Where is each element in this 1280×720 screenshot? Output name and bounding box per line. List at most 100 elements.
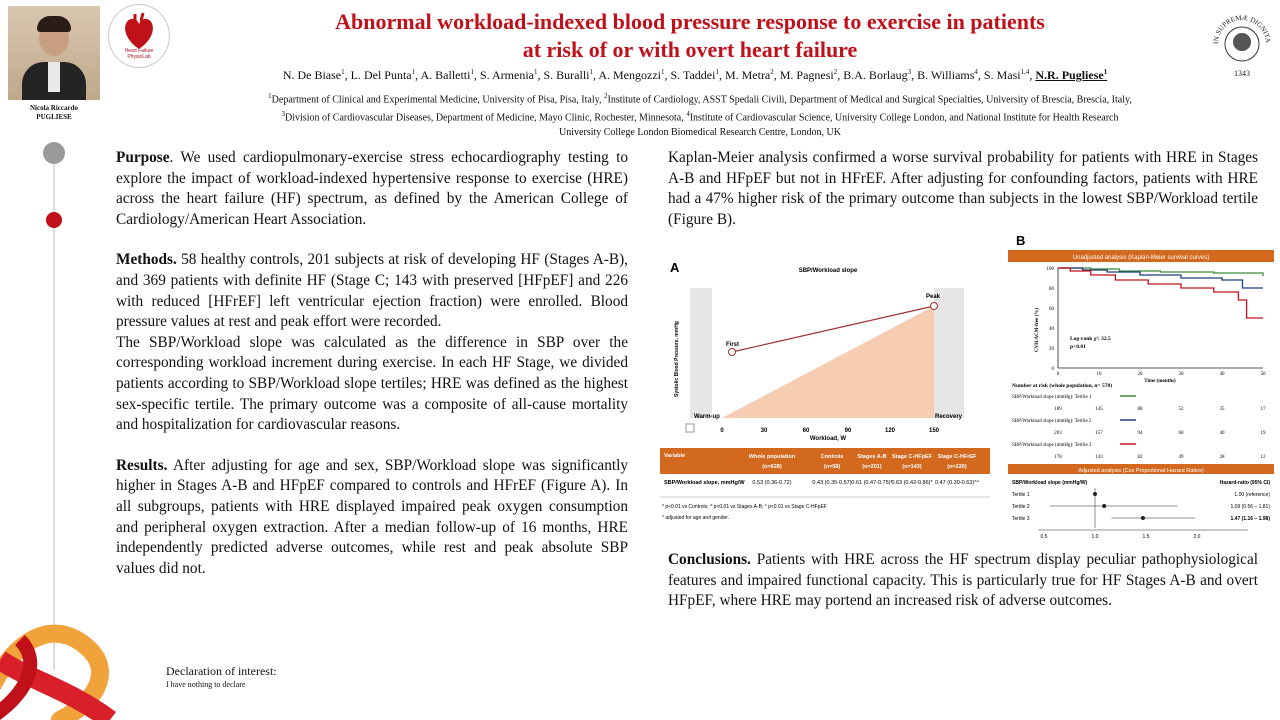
km-pvalue: p<0.01 [1070,344,1086,350]
table-note: * p<0.01 vs Controls; ^ p<0.01 vs Stages… [662,504,827,510]
xtick-label: 90 [845,428,852,434]
risk-value: 28 [1220,455,1226,460]
km-xtick: 50 [1261,372,1267,377]
table-cell: 0.61 (0.47-0.75)* [851,480,893,486]
figure-a-xticks: 0 30 60 90 120 150 [720,428,939,434]
km-ytick: 40 [1049,327,1055,332]
declaration-text: I have nothing to declare [166,680,246,689]
figure-b-label: B [1016,233,1025,248]
cox-title-bg [1008,464,1274,474]
figure-a-sbp-workload: A SBP/Workload slope First Peak Warm-up … [670,260,964,442]
xtick-label: 30 [761,428,768,434]
figure-a-table: Variable Whole population (n=628) Controls (… [660,448,990,521]
risk-value: 52 [1179,407,1185,412]
risk-value: 35 [1220,407,1226,412]
risk-value: 145 [1095,407,1103,412]
author-name-item: M. Metra2 [724,68,774,82]
figure-a-title: SBP/Workload slope [799,268,858,274]
km-xlabel: Time (months) [1144,379,1176,384]
table-header-cell: Variable [664,453,685,459]
table-header-bg [660,448,990,474]
km-title: Unadjusted analysis (Kaplan-Meier surviv… [1073,255,1209,261]
first-point [728,348,736,356]
conclusions-paragraph: Conclusions. Patients with HRE across th… [668,551,1258,610]
cox-point [1140,516,1145,520]
cox-row-hr: 1.00 (reference) [1234,492,1270,498]
risk-value: 203 [1054,431,1062,436]
timeline-dot-red [46,212,62,228]
results-paragraph: Results. After adjusting for age and sex… [116,456,628,577]
table-header-cell: Stage C-HFpEF [892,454,933,460]
table-header-n: (n=58) [824,464,841,470]
author-name-item: A. Balletti1 [420,68,474,82]
table-header-cell: Stage C-HFrEF [938,454,977,460]
declaration-title: Declaration of interest: [166,664,277,678]
affiliations: 1Department of Clinical and Experimental… [268,92,1132,138]
cox-col-header: Hazard-ratio (95% CI) [1220,480,1271,486]
risk-value: 12 [1261,455,1267,460]
risk-value: 88 [1138,407,1144,412]
peak-point [930,302,938,310]
author-name-item: N. De Biase1 [282,68,345,82]
km-curve-tertile-2 [1058,267,1263,289]
recovery-label: Recovery [935,414,963,420]
cox-row-hr: 1.47 (1.16 – 1.98) [1231,516,1271,522]
cox-tick: 1.5 [1143,534,1150,540]
methods-paragraph-2: The SBP/Workload slope was calculated as… [116,333,628,434]
risk-row-label: SBP/Workload slope (mmHg): Tertile 1 [1012,395,1092,400]
figure-a-ylabel: Systolic Blood Pressure, mmHg [674,321,680,397]
km-ylabel: CVH/ACM-free (%) [1035,308,1040,352]
xtick-label: 120 [885,428,896,434]
table-cell: SBP/Workload slope, mmHg/W [664,480,745,486]
risk-value: 189 [1054,407,1062,412]
km-curve-tertile-3 [1058,267,1263,319]
cox-col-header: SBP/Workload slope (mmHg/W) [1012,480,1088,486]
author-name-item: B.A. Borlaug3 [843,68,912,82]
table-cell: 0.47 (0.30-0.63)^° [935,480,979,486]
km-xtick: 40 [1220,372,1226,377]
results-continued: Kaplan-Meier analysis confirmed a worse … [668,149,1258,228]
workload-area [722,306,934,418]
xtick-label: 0 [720,428,724,434]
small-square [685,423,695,433]
author-name-item: N.R. Pugliese1 [1035,68,1108,82]
cox-point [1093,492,1097,496]
timeline-dot-grey [43,142,65,164]
cox-row-hr: 1.09 (0.56 – 1.81) [1231,504,1271,510]
km-xtick: 20 [1138,372,1144,377]
warmup-label: Warm-up [694,414,720,420]
author-name-item: S. Taddei1 [670,68,719,82]
table-cell: 0.63 (0.42-0.86)* [891,480,933,486]
author-name-item: S. Masi1,4 [983,68,1030,82]
peak-label: Peak [926,294,941,300]
table-note: ° adjusted for age and gender. [662,515,729,521]
km-logrank: Log-rank χ²: 32.5 [1070,336,1111,342]
cox-tick: 0.5 [1041,534,1048,540]
cox-tick: 2.0 [1194,534,1201,540]
km-curve-tertile-1 [1058,267,1264,276]
table-cell: 0.53 (0.36-0.72) [752,480,791,486]
xtick-label: 60 [803,428,810,434]
cox-row-label: Tertile 1 [1012,492,1030,498]
author-list: N. De Biase1, L. Del Punta1, A. Balletti… [282,68,1108,82]
cox-title: Adjusted analysis (Cox Proportional Haza… [1078,468,1204,474]
km-xtick: 30 [1179,372,1185,377]
author-name-item: B. Williams4 [917,68,978,82]
author-name-item: S. Buralli1 [543,68,593,82]
risk-value: 19 [1261,431,1267,436]
warmup-band [690,288,712,418]
table-header-n: (n=143) [902,464,922,470]
table-header-cell: Controls [821,454,844,460]
table-header-n: (n=201) [862,464,882,470]
left-column: Purpose. We used cardiopulmonary-exercis… [116,148,628,579]
author-name-item: M. Pagnesi2 [779,68,838,82]
author-name: Nicola Riccardo PUGLIESE [29,104,78,121]
risk-value: 94 [1138,431,1144,436]
risk-value: 143 [1095,455,1103,460]
table-cell: 0.43 (0.35-0.57) [812,480,851,486]
author-name-item: L. Del Punta1 [350,68,416,82]
risk-value: 82 [1138,455,1144,460]
table-header-n: (n=628) [762,464,782,470]
heart-failure-lab-logo: Heart Failure PhysioLab [108,4,170,68]
km-xtick: 0 [1057,372,1060,377]
